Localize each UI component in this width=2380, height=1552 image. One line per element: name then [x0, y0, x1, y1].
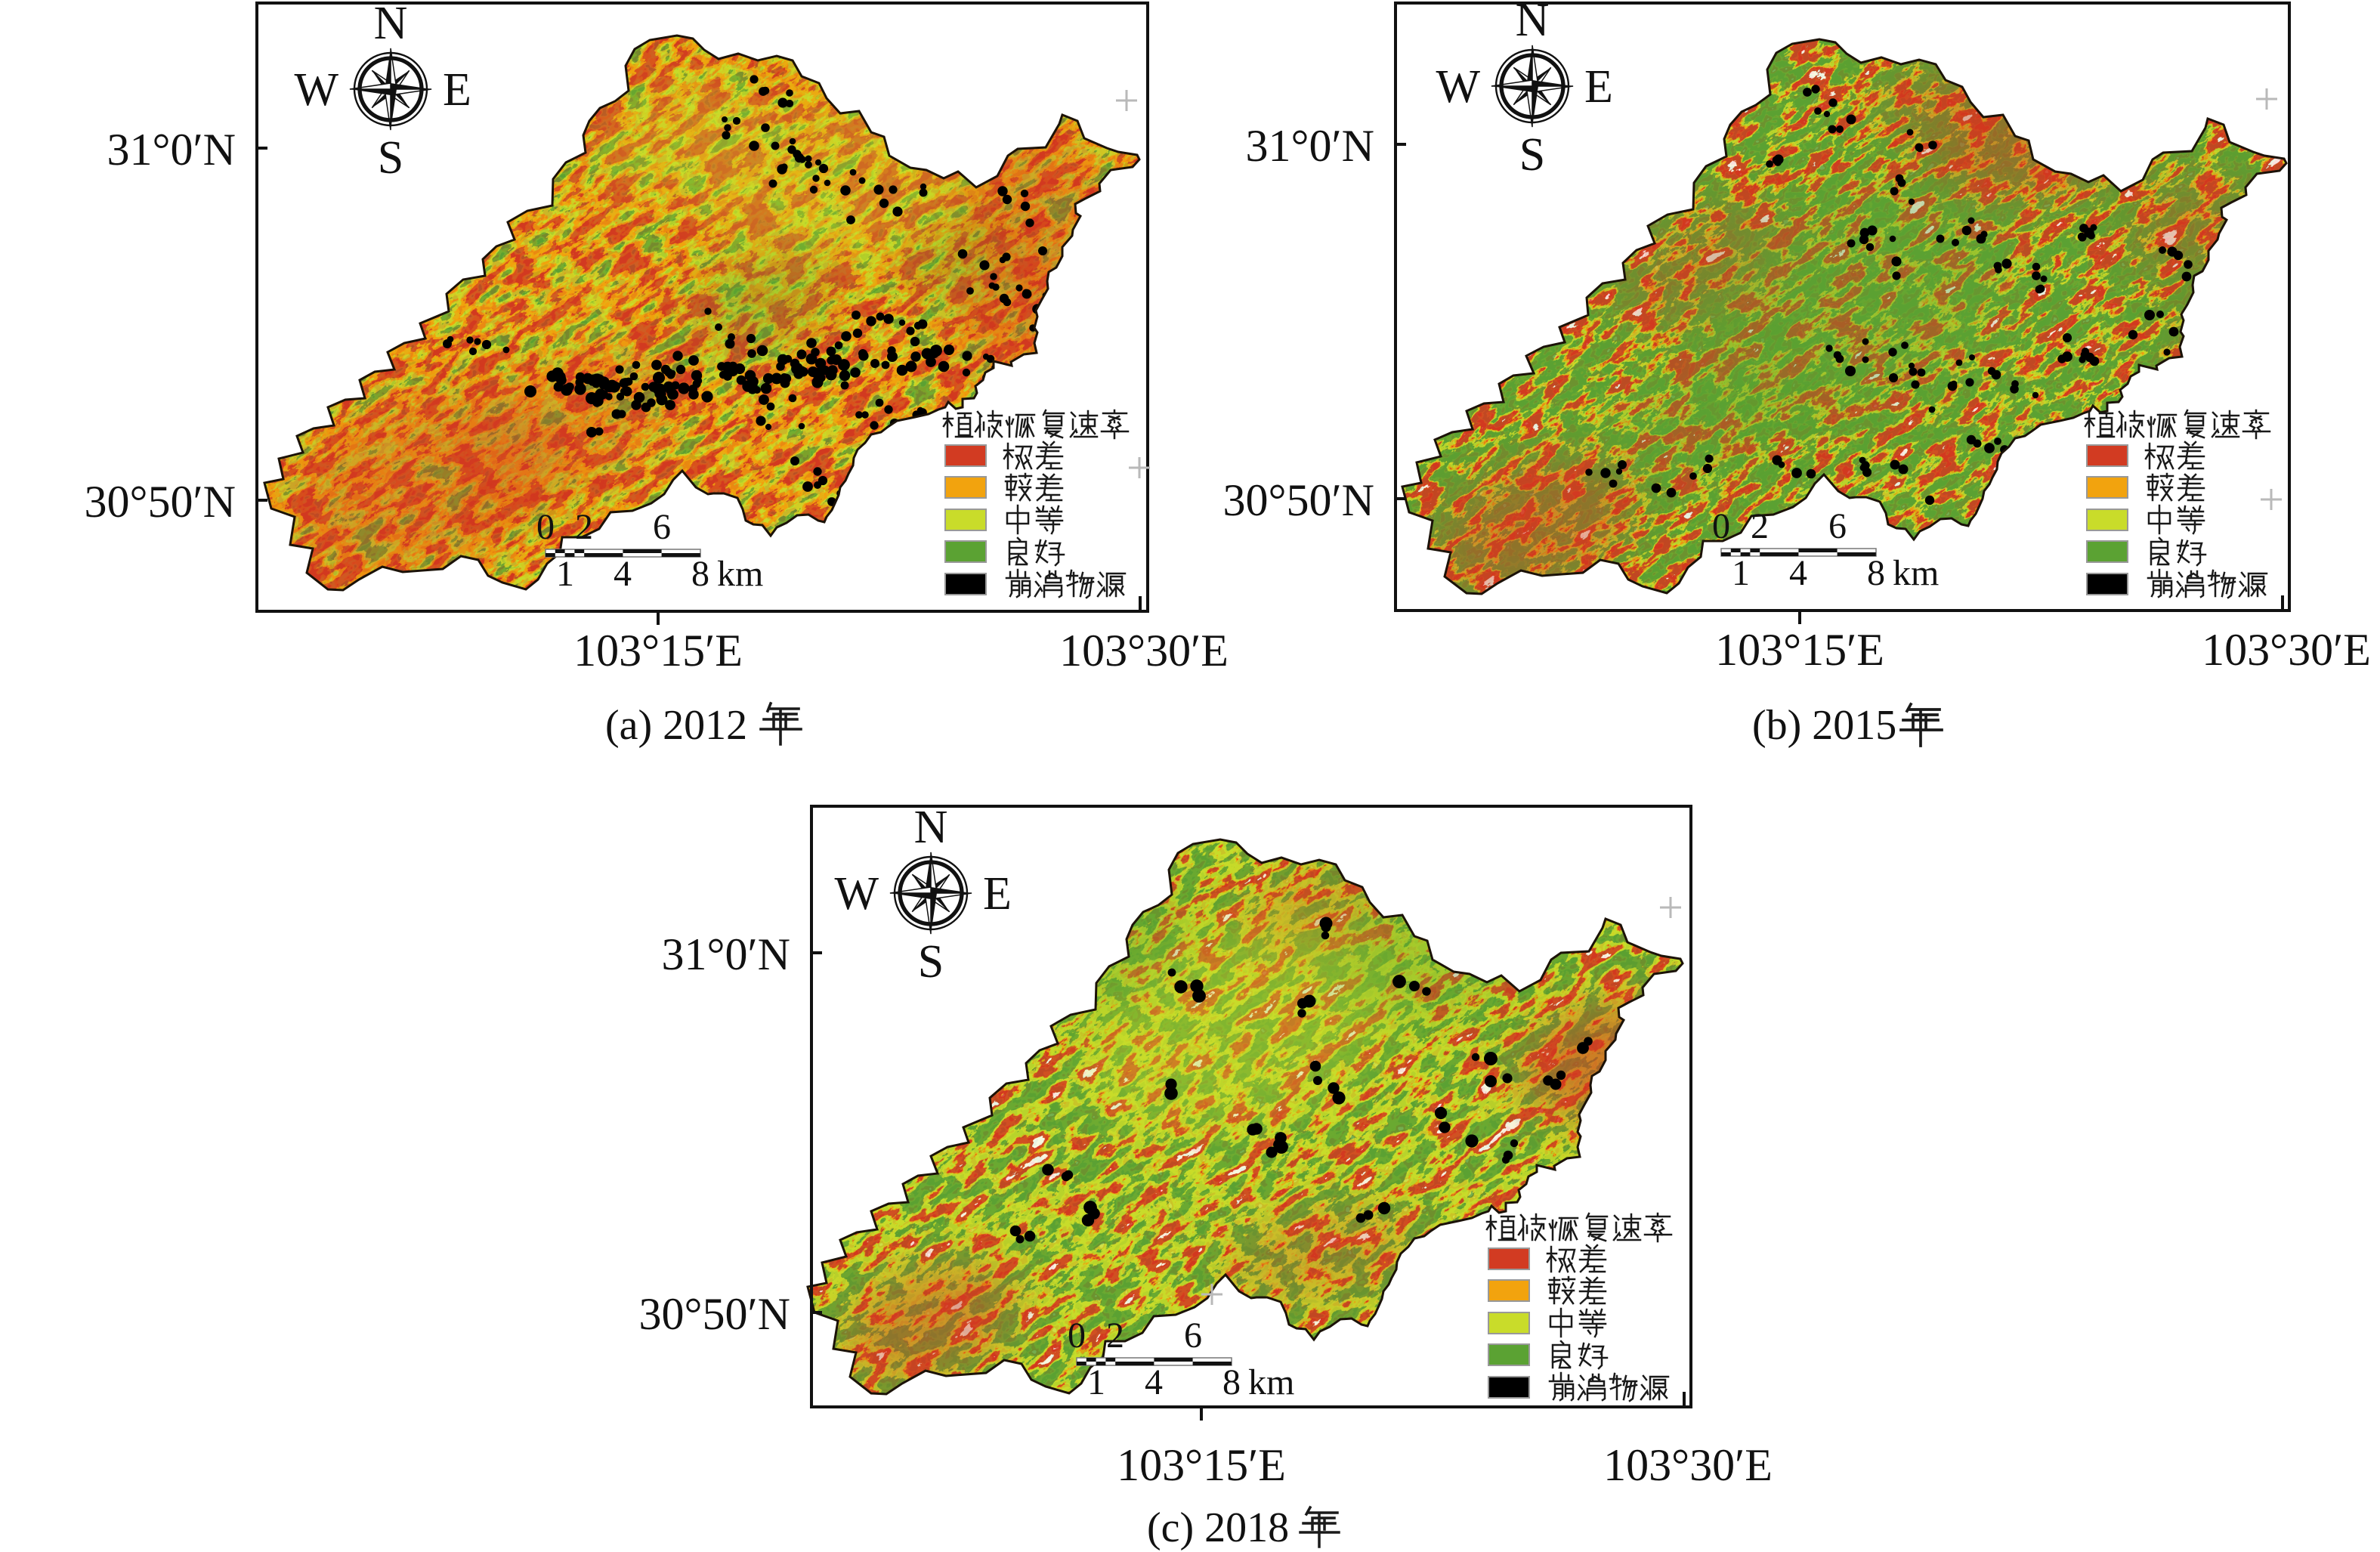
- svg-text:30°50′N: 30°50′N: [639, 1289, 790, 1339]
- svg-text:(c) 2018: (c) 2018: [1147, 1504, 1289, 1551]
- svg-text:N: N: [374, 0, 408, 49]
- svg-text:0: 0: [536, 507, 555, 547]
- svg-text:1: 1: [1732, 553, 1750, 593]
- svg-text:8: 8: [1222, 1362, 1241, 1402]
- svg-text:(a) 2012: (a) 2012: [605, 702, 747, 749]
- svg-text:(b) 2015: (b) 2015: [1752, 702, 1896, 749]
- svg-text:S: S: [378, 132, 403, 184]
- svg-text:30°50′N: 30°50′N: [1223, 475, 1374, 525]
- svg-text:E: E: [443, 64, 471, 116]
- svg-text:4: 4: [1789, 553, 1807, 593]
- svg-text:6: 6: [1828, 506, 1847, 546]
- svg-text:S: S: [918, 936, 944, 988]
- svg-text:S: S: [1519, 129, 1545, 181]
- svg-text:2: 2: [575, 507, 593, 547]
- svg-text:6: 6: [1184, 1315, 1202, 1356]
- svg-text:4: 4: [614, 554, 632, 594]
- svg-text:N: N: [914, 802, 948, 853]
- svg-text:W: W: [1436, 61, 1480, 113]
- svg-text:km: km: [717, 554, 763, 594]
- svg-text:31°0′N: 31°0′N: [662, 929, 790, 979]
- svg-text:4: 4: [1145, 1362, 1163, 1402]
- svg-text:E: E: [1584, 61, 1613, 113]
- svg-text:2: 2: [1751, 506, 1769, 546]
- svg-text:8: 8: [691, 554, 709, 594]
- svg-text:31°0′N: 31°0′N: [1246, 121, 1374, 171]
- svg-text:E: E: [983, 868, 1012, 920]
- svg-text:W: W: [294, 64, 338, 116]
- svg-text:103°30′E: 103°30′E: [1059, 626, 1229, 676]
- svg-text:31°0′N: 31°0′N: [107, 125, 236, 175]
- svg-text:1: 1: [556, 554, 574, 594]
- svg-text:103°15′E: 103°15′E: [573, 626, 743, 676]
- svg-text:0: 0: [1068, 1315, 1086, 1356]
- svg-text:km: km: [1248, 1362, 1294, 1402]
- svg-text:W: W: [834, 868, 879, 920]
- svg-text:N: N: [1516, 0, 1550, 46]
- svg-text:103°30′E: 103°30′E: [1603, 1440, 1773, 1490]
- svg-text:103°30′E: 103°30′E: [2202, 625, 2371, 675]
- svg-text:1: 1: [1087, 1362, 1105, 1402]
- svg-text:30°50′N: 30°50′N: [85, 477, 236, 527]
- svg-text:2: 2: [1106, 1315, 1124, 1356]
- svg-text:0: 0: [1712, 506, 1730, 546]
- svg-text:8: 8: [1867, 553, 1885, 593]
- svg-text:103°15′E: 103°15′E: [1715, 625, 1884, 675]
- svg-text:km: km: [1893, 553, 1939, 593]
- svg-text:6: 6: [653, 507, 671, 547]
- svg-text:103°15′E: 103°15′E: [1117, 1440, 1286, 1490]
